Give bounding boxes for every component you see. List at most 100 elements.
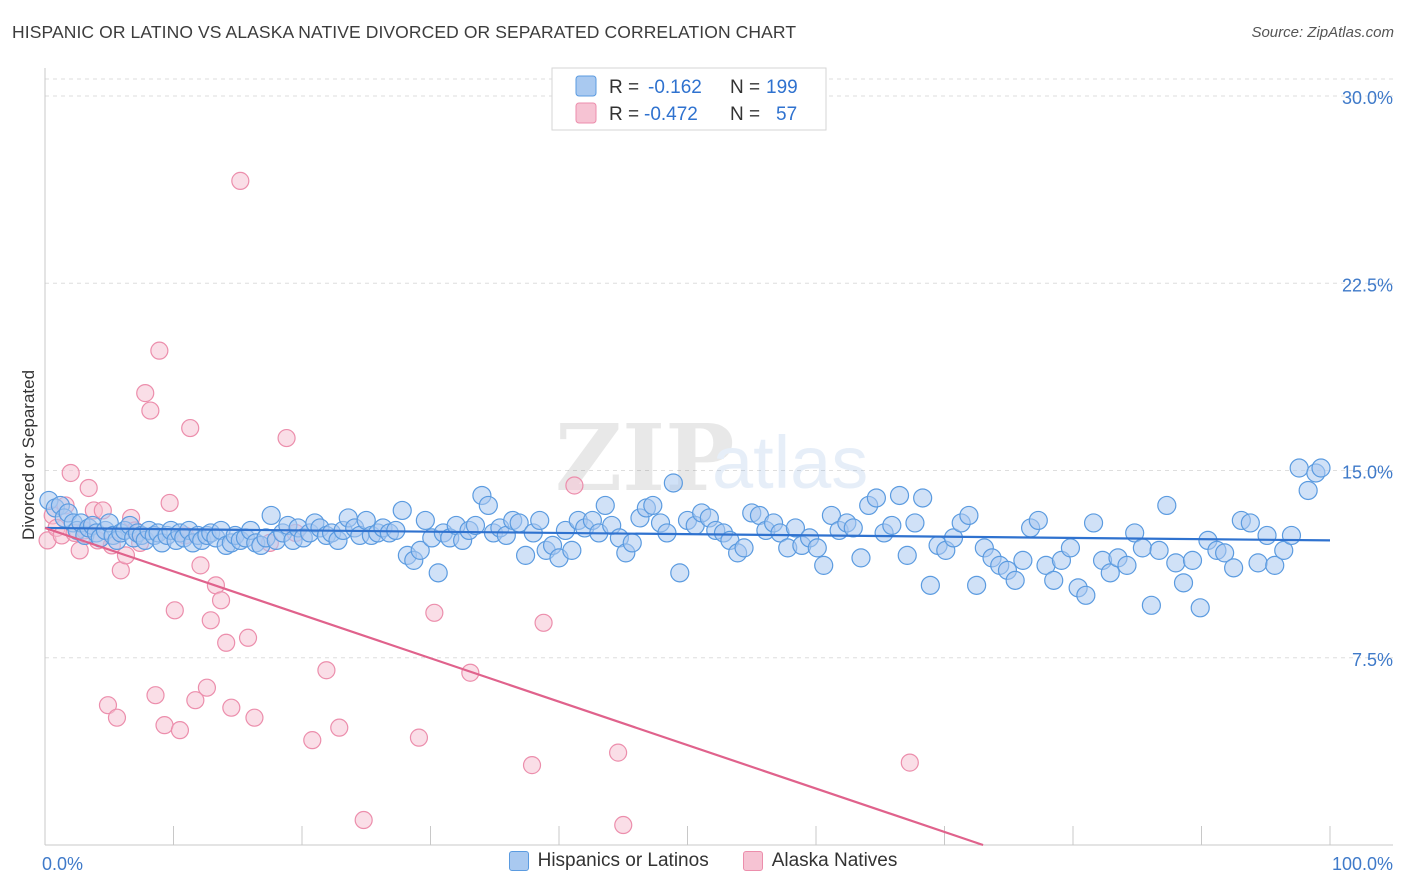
data-point-hispanic	[814, 555, 834, 575]
data-point-hispanic	[913, 488, 933, 508]
data-point-hispanic	[1240, 513, 1260, 533]
data-point-hispanic	[1289, 458, 1309, 478]
legend-r-label-1: R =	[609, 77, 639, 98]
data-point-alaska-native	[277, 428, 296, 448]
legend-swatch-blue	[575, 75, 597, 97]
legend: R = -0.162 N = 199 R = -0.472 N = 57	[551, 67, 827, 131]
axes	[44, 68, 1393, 846]
data-point-hispanic	[1013, 550, 1033, 570]
data-point-hispanic	[959, 505, 979, 526]
data-point-alaska-native	[354, 810, 373, 830]
data-point-alaska-native	[186, 691, 205, 710]
data-point-alaska-native	[201, 611, 220, 630]
data-point-alaska-native	[136, 384, 155, 403]
data-point-hispanic	[410, 540, 430, 560]
data-point-alaska-native	[330, 718, 349, 737]
grid-lines	[45, 78, 1393, 659]
data-point-alaska-native	[61, 463, 80, 483]
data-point-alaska-native	[409, 728, 429, 747]
data-point-hispanic	[866, 488, 886, 508]
legend-r-label-2: R =	[609, 104, 639, 125]
bottom-legend-item-hispanics: Hispanics or Latinos	[508, 850, 709, 872]
data-point-hispanic	[1100, 563, 1120, 583]
data-point-hispanic	[1224, 558, 1244, 578]
data-point-hispanic	[1248, 553, 1268, 573]
data-point-alaska-native	[900, 753, 919, 772]
trend-line-alaska-natives	[44, 526, 984, 847]
data-point-hispanic	[1257, 525, 1277, 546]
data-point-hispanic	[1166, 553, 1186, 573]
legend-n-value-1: 199	[766, 77, 798, 98]
data-point-hispanic	[897, 545, 917, 565]
data-point-hispanic	[478, 495, 498, 516]
data-point-hispanic	[622, 533, 642, 553]
data-point-alaska-native	[534, 613, 553, 632]
data-point-alaska-native	[191, 556, 210, 575]
data-point-alaska-native	[79, 478, 98, 498]
data-point-hispanic	[555, 520, 576, 541]
legend-r-value-1: -0.162	[648, 77, 702, 98]
data-point-hispanic	[905, 513, 925, 533]
legend-n-value-2: 57	[776, 104, 797, 125]
data-point-hispanic	[1281, 525, 1302, 546]
bottom-legend-label: Alaska Natives	[771, 850, 898, 871]
data-point-alaska-native	[211, 591, 231, 610]
data-point-hispanic	[1182, 550, 1203, 570]
chart-title: HISPANIC OR LATINO VS ALASKA NATIVE DIVO…	[12, 22, 797, 42]
data-point-alaska-native	[222, 698, 241, 717]
data-point-alaska-native	[609, 743, 628, 762]
data-point-hispanic	[1157, 495, 1177, 516]
data-point-hispanic	[1060, 538, 1081, 558]
data-point-hispanic	[920, 575, 940, 595]
y-tick-labels: 7.5% 15.0% 22.5% 30.0%	[1342, 88, 1393, 670]
data-point-alaska-native	[155, 716, 174, 735]
data-point-hispanic	[1149, 540, 1169, 560]
data-point-hispanic	[821, 505, 842, 526]
legend-n-label-2: N =	[730, 104, 760, 125]
trend-line-hispanics	[44, 526, 1331, 542]
data-point-hispanic	[1083, 513, 1104, 533]
data-point-hispanic	[1311, 458, 1331, 478]
data-point-alaska-native	[160, 493, 179, 513]
data-point-alaska-native	[197, 678, 217, 697]
data-point-hispanic	[1215, 543, 1235, 563]
data-point-hispanic	[1132, 538, 1152, 558]
data-point-hispanic	[515, 545, 536, 565]
bottom-legend-item-alaska: Alaska Natives	[742, 850, 898, 872]
data-point-hispanic	[967, 575, 987, 595]
legend-n-label-1: N =	[730, 77, 760, 98]
y-tick-label: 7.5%	[1352, 650, 1393, 670]
legend-r-value-2: -0.472	[644, 104, 698, 125]
data-point-alaska-native	[303, 731, 322, 750]
legend-swatch-blue	[508, 851, 529, 871]
x-tick-label-max: 100.0%	[1332, 854, 1393, 874]
data-point-hispanic	[1044, 570, 1064, 590]
data-point-hispanic	[595, 495, 615, 516]
data-point-hispanic	[562, 540, 582, 560]
data-point-hispanic	[465, 515, 486, 536]
data-point-hispanic	[1076, 585, 1096, 605]
y-tick-label: 15.0%	[1342, 463, 1393, 483]
data-point-hispanic	[1028, 510, 1048, 531]
y-axis-label: Divorced or Separated	[19, 370, 38, 540]
data-point-hispanic	[843, 518, 863, 538]
data-point-alaska-native	[170, 721, 190, 740]
legend-box	[551, 67, 827, 131]
data-point-alaska-native	[141, 401, 160, 420]
data-point-hispanic	[882, 515, 902, 536]
data-point-hispanic	[261, 505, 281, 526]
data-point-alaska-native	[231, 171, 250, 190]
data-point-hispanic	[1005, 570, 1025, 590]
trend-lines	[44, 526, 1331, 847]
data-point-alaska-native	[317, 661, 336, 680]
data-point-alaska-native	[181, 418, 200, 438]
data-point-hispanic	[807, 538, 827, 558]
data-point-hispanic	[1190, 598, 1210, 618]
data-point-hispanic	[1274, 540, 1294, 560]
data-point-hispanic	[785, 518, 806, 538]
data-point-alaska-native	[107, 708, 127, 727]
legend-swatch-pink	[742, 851, 763, 871]
data-point-hispanic	[1117, 555, 1137, 575]
data-point-alaska-native	[98, 696, 118, 715]
source-label: Source: ZipAtlas.com	[1251, 24, 1394, 41]
